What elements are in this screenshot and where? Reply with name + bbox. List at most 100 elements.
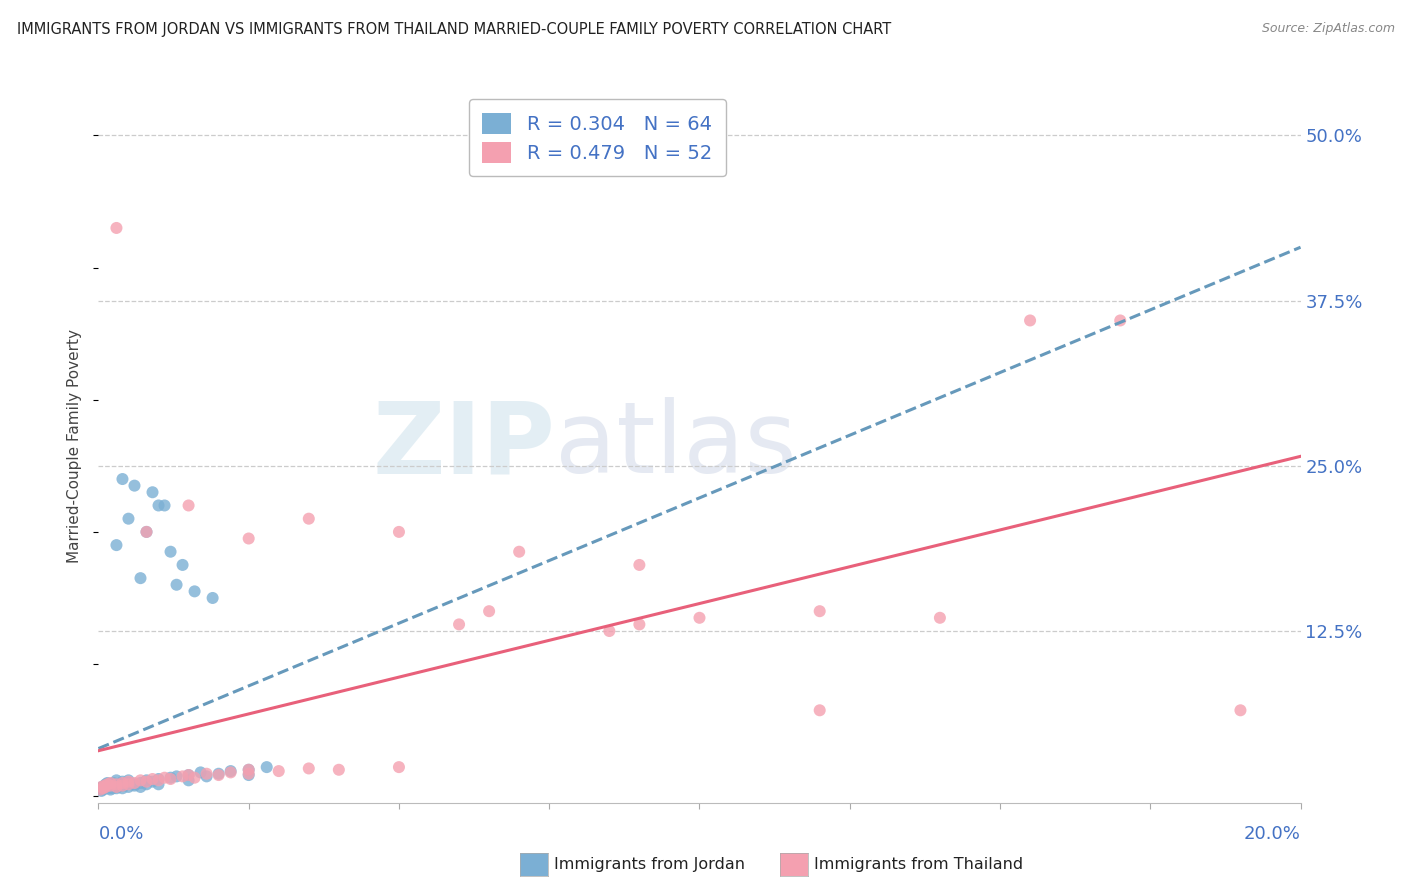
Point: [159, 545, 181, 559]
Text: ZIP: ZIP: [373, 398, 555, 494]
Point: [166, 578, 188, 592]
Point: [100, 780, 122, 794]
Point: [105, 780, 128, 794]
Point: [219, 764, 242, 778]
Point: [153, 771, 176, 785]
Point: [111, 472, 134, 486]
Point: [105, 777, 128, 791]
Point: [256, 760, 278, 774]
Text: Immigrants from Jordan: Immigrants from Jordan: [554, 857, 745, 871]
Point: [96, 776, 118, 790]
Point: [201, 591, 224, 605]
Point: [508, 545, 530, 559]
Point: [91, 780, 114, 794]
Point: [598, 624, 620, 638]
Point: [100, 779, 122, 793]
Point: [117, 777, 139, 791]
Point: [111, 779, 134, 793]
Text: Source: ZipAtlas.com: Source: ZipAtlas.com: [1261, 22, 1395, 36]
Point: [238, 766, 260, 780]
Point: [153, 499, 176, 513]
Point: [148, 499, 170, 513]
Point: [135, 773, 157, 788]
Point: [1109, 313, 1132, 327]
Point: [195, 769, 218, 783]
Point: [219, 765, 242, 780]
Point: [183, 771, 205, 785]
Point: [105, 781, 128, 796]
Point: [190, 765, 212, 780]
Point: [124, 478, 146, 492]
Point: [135, 774, 157, 789]
Point: [929, 611, 952, 625]
Text: IMMIGRANTS FROM JORDAN VS IMMIGRANTS FROM THAILAND MARRIED-COUPLE FAMILY POVERTY: IMMIGRANTS FROM JORDAN VS IMMIGRANTS FRO…: [17, 22, 891, 37]
Point: [166, 769, 188, 783]
Point: [105, 538, 128, 552]
Point: [117, 776, 139, 790]
Point: [100, 782, 122, 797]
Point: [1019, 313, 1042, 327]
Point: [93, 779, 115, 793]
Point: [129, 571, 152, 585]
Point: [328, 763, 350, 777]
Point: [808, 703, 831, 717]
Point: [177, 768, 200, 782]
Point: [117, 774, 139, 789]
Point: [129, 780, 152, 794]
Point: [267, 764, 290, 778]
Point: [96, 780, 118, 794]
Point: [111, 776, 134, 790]
Point: [177, 768, 200, 782]
Point: [114, 777, 136, 791]
Point: [298, 761, 321, 775]
Point: [90, 780, 112, 794]
Point: [117, 511, 139, 525]
Y-axis label: Married-Couple Family Poverty: Married-Couple Family Poverty: [67, 329, 83, 563]
Point: [94, 777, 117, 791]
Point: [117, 780, 139, 794]
Point: [89, 782, 111, 797]
Point: [129, 773, 152, 788]
Point: [141, 774, 163, 789]
Point: [172, 558, 194, 572]
Point: [208, 768, 231, 782]
Point: [105, 221, 128, 235]
Point: [97, 779, 120, 793]
Point: [628, 558, 651, 572]
Point: [91, 781, 114, 796]
Point: [135, 524, 157, 539]
Point: [111, 779, 134, 793]
Point: [135, 777, 157, 791]
Point: [148, 777, 170, 791]
Point: [100, 776, 122, 790]
Point: [238, 532, 260, 546]
Point: [478, 604, 501, 618]
Point: [93, 781, 115, 796]
Text: Immigrants from Thailand: Immigrants from Thailand: [814, 857, 1024, 871]
Point: [100, 779, 122, 793]
Point: [94, 780, 117, 794]
Point: [89, 782, 111, 797]
Text: atlas: atlas: [555, 398, 797, 494]
Point: [101, 781, 124, 796]
Point: [124, 777, 146, 791]
Point: [111, 781, 134, 796]
Text: 0.0%: 0.0%: [98, 825, 143, 843]
Point: [98, 781, 121, 796]
Text: 20.0%: 20.0%: [1244, 825, 1301, 843]
Point: [111, 774, 134, 789]
Point: [447, 617, 470, 632]
Point: [159, 772, 181, 786]
Point: [238, 768, 260, 782]
Point: [103, 776, 125, 790]
Point: [689, 611, 711, 625]
Point: [141, 485, 163, 500]
Point: [90, 781, 112, 796]
Point: [298, 511, 321, 525]
Point: [183, 584, 205, 599]
Point: [238, 763, 260, 777]
Point: [105, 773, 128, 788]
Point: [159, 771, 181, 785]
Point: [135, 524, 157, 539]
Point: [91, 782, 114, 797]
